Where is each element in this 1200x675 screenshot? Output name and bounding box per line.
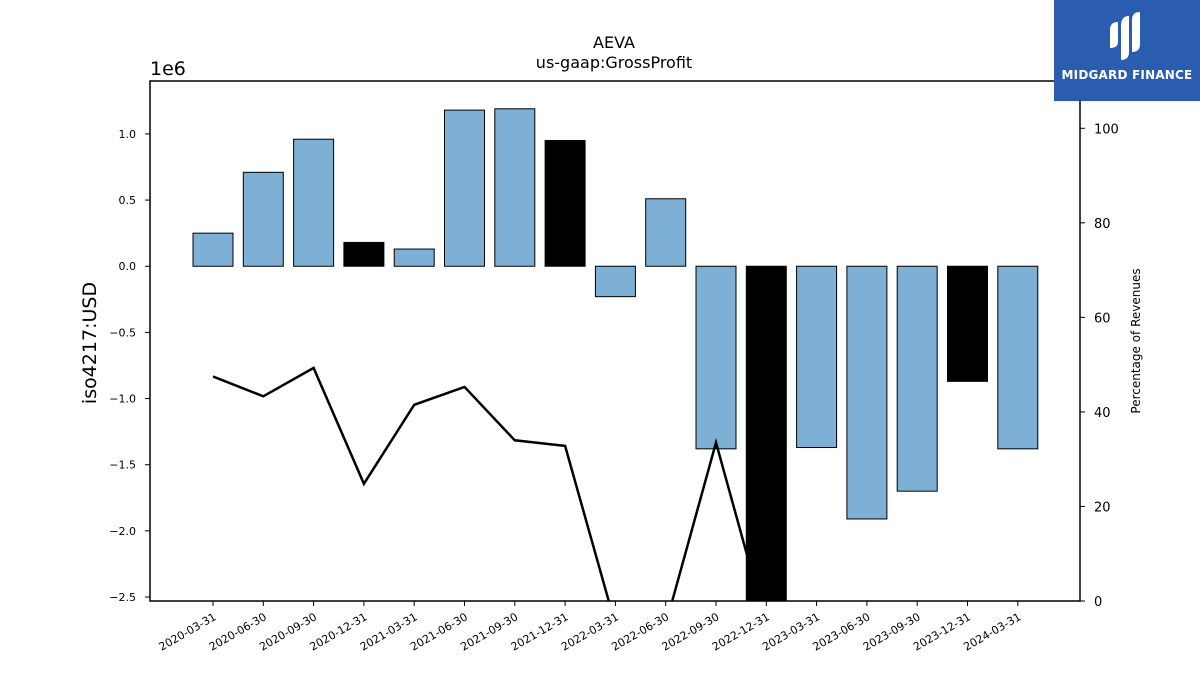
bar — [896, 265, 938, 492]
bar — [343, 241, 385, 267]
logo-badge: MIDGARD FINANCE — [1054, 0, 1200, 101]
y-tick-label: −1.0 — [109, 393, 136, 406]
midgard-logo-icon — [1110, 12, 1140, 60]
y2-tick-label: 60 — [1094, 311, 1111, 326]
bar — [645, 198, 687, 267]
bar — [192, 232, 234, 267]
bar — [544, 140, 586, 267]
bar — [997, 265, 1039, 450]
y2-tick-label: 100 — [1094, 122, 1119, 137]
y2-tick-label: 40 — [1094, 406, 1111, 421]
percentage-line — [212, 366, 762, 601]
x-tick-label: 2024-03-31 — [961, 610, 1023, 653]
bar — [594, 265, 636, 298]
chart-title: AEVA — [593, 33, 635, 52]
bar — [242, 171, 284, 267]
bar — [796, 265, 838, 449]
y-tick-label: −2.5 — [109, 591, 136, 604]
bar — [695, 265, 737, 450]
y2-tick-label: 80 — [1094, 217, 1111, 232]
chart-subtitle: us-gaap:GrossProfit — [536, 53, 692, 72]
bar — [293, 138, 335, 267]
plot-frame — [149, 80, 1081, 602]
y2-tick-label: 20 — [1094, 500, 1111, 515]
y-tick-label: 0.5 — [119, 194, 137, 207]
bar — [393, 248, 435, 267]
y-tick-label: −2.0 — [109, 525, 136, 538]
bar — [745, 265, 787, 601]
logo-text: MIDGARD FINANCE — [1061, 68, 1193, 82]
bar — [947, 265, 988, 382]
y-tick-label: 0.0 — [119, 260, 137, 273]
y-axis-label: iso4217:USD — [79, 282, 101, 404]
bar — [444, 109, 485, 267]
y2-tick-label: 0 — [1094, 595, 1102, 610]
y2-axis-label: Percentage of Revenues — [1129, 268, 1143, 413]
y-tick-label: 1.0 — [119, 128, 137, 141]
y-tick-label: −1.5 — [109, 459, 136, 472]
y-scale-label: 1e6 — [150, 58, 186, 80]
bar — [846, 265, 888, 520]
y-tick-label: −0.5 — [109, 326, 136, 339]
bar — [494, 108, 536, 267]
